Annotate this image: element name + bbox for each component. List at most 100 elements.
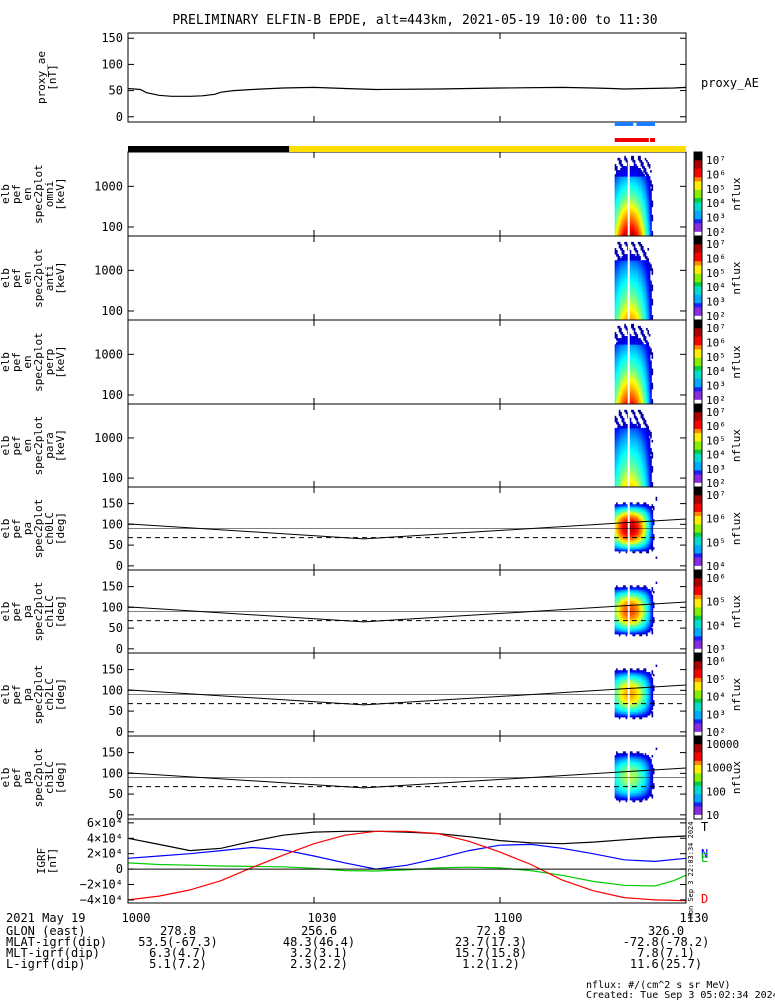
heatmap-cell	[616, 478, 618, 481]
heatmap-cell	[643, 229, 645, 232]
heatmap-cell	[616, 304, 618, 308]
heatmap-cell	[647, 344, 650, 347]
heatmap-cell	[616, 344, 618, 347]
heatmap-cell	[621, 190, 624, 193]
heatmap-cell	[622, 630, 625, 633]
heatmap-cell	[635, 196, 637, 200]
heatmap-cell	[618, 184, 621, 187]
heatmap-cell	[631, 266, 633, 269]
heatmap-cell	[622, 354, 625, 357]
heatmap-gap	[627, 152, 630, 236]
heatmap-cell	[625, 411, 628, 415]
heatmap-cell	[632, 226, 635, 230]
heatmap-cell	[617, 447, 620, 451]
heatmap-cell	[643, 537, 645, 541]
heatmap-cell	[640, 210, 643, 214]
heatmap-cell	[614, 521, 617, 524]
heatmap-cell	[632, 374, 635, 378]
heatmap-cell	[620, 472, 622, 475]
heatmap-cell	[635, 534, 637, 537]
heatmap-cell	[650, 268, 652, 271]
heatmap-cell	[621, 437, 624, 441]
heatmap-cell	[644, 482, 647, 485]
heatmap-cell	[636, 451, 639, 455]
heatmap-cell	[641, 294, 644, 298]
heatmap-cell	[622, 585, 625, 588]
heatmap-cell	[637, 348, 640, 351]
heatmap-cell	[632, 439, 635, 443]
x-ticks	[127, 33, 687, 122]
heatmap-cell	[620, 526, 622, 529]
heatmap-cell	[617, 290, 620, 294]
heatmap-cell	[639, 504, 641, 507]
heatmap-cell	[625, 168, 628, 171]
heatmap-cell	[621, 397, 624, 400]
heatmap-cell	[616, 522, 618, 526]
heatmap-cell	[644, 429, 647, 433]
heatmap-cell	[643, 200, 645, 204]
heatmap-cell	[617, 202, 620, 206]
heatmap-cell	[639, 159, 641, 163]
heatmap-cell	[646, 534, 648, 537]
heatmap-cell	[620, 528, 622, 531]
heatmap-cell	[651, 468, 654, 471]
heatmap-cell	[622, 376, 625, 380]
heatmap-cell	[633, 413, 636, 417]
heatmap-cell	[617, 626, 620, 629]
heatmap-cell	[629, 313, 632, 316]
heatmap-cell	[646, 521, 648, 524]
heatmap-cell	[629, 226, 632, 230]
heatmap-cell	[635, 310, 637, 314]
heatmap-cell	[646, 220, 648, 224]
heatmap-cell	[643, 451, 645, 455]
heatmap-cell	[616, 382, 618, 386]
heatmap-cell	[620, 587, 622, 590]
heatmap-cell	[633, 388, 636, 392]
heatmap-cell	[616, 354, 618, 357]
colorbar-tick-label: 10⁶	[706, 336, 726, 349]
heatmap-cell	[620, 451, 622, 455]
colorbar-cell	[694, 395, 702, 401]
heatmap-cell	[643, 534, 645, 537]
heatmap-cell	[650, 532, 652, 535]
heatmap-cell	[632, 504, 635, 507]
heatmap-cell	[647, 260, 650, 263]
heatmap-cell	[616, 401, 618, 404]
heatmap-cell	[648, 262, 651, 265]
heatmap-cell	[621, 256, 624, 259]
heatmap-cell	[635, 280, 637, 284]
heatmap-cell	[621, 390, 624, 394]
heatmap-cell	[647, 302, 650, 306]
heatmap-cell	[639, 543, 641, 546]
heatmap-cell	[652, 534, 655, 537]
heatmap-cell	[648, 190, 651, 193]
heatmap-cell	[631, 506, 633, 509]
heatmap-cell	[647, 394, 650, 398]
heatmap-cell	[641, 413, 644, 417]
heatmap-cell	[633, 515, 636, 518]
heatmap-cell	[624, 613, 626, 616]
heatmap-cell	[648, 528, 651, 531]
heatmap-cell	[614, 174, 617, 177]
heatmap-cell	[618, 178, 621, 181]
heatmap-cell	[632, 545, 635, 548]
heatmap-cell	[618, 170, 621, 173]
heatmap-cell	[637, 174, 640, 177]
heatmap-cell	[635, 453, 637, 457]
heatmap-cell	[620, 596, 622, 599]
heatmap-cell	[625, 218, 628, 222]
heatmap-cell	[633, 384, 636, 388]
heatmap-cell	[635, 427, 637, 431]
heatmap-cell	[629, 302, 632, 306]
heatmap-cell	[641, 292, 644, 296]
heatmap-cell	[648, 472, 651, 475]
heatmap-cell	[617, 439, 620, 443]
heatmap-cell	[616, 528, 618, 531]
heatmap-cell	[616, 292, 618, 296]
colorbar-cell	[694, 362, 702, 367]
heatmap-cell	[644, 276, 647, 279]
heatmap-cell	[620, 304, 622, 308]
heatmap-cell	[616, 439, 618, 443]
heatmap-cell	[646, 216, 648, 220]
